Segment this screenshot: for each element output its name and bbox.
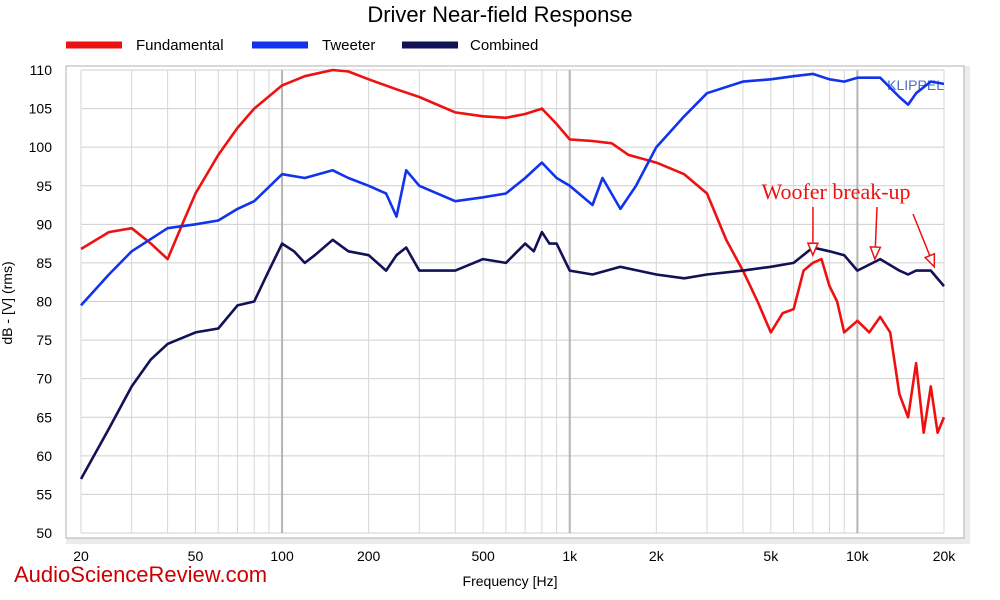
series-lines bbox=[79, 68, 946, 480]
y-tick-label: 60 bbox=[36, 448, 52, 464]
y-axis-ticks: 50 55 60 65 70 75 80 85 90 95 100 105 110 bbox=[29, 62, 53, 541]
y-tick-label: 85 bbox=[36, 255, 52, 271]
y-tick-label: 95 bbox=[36, 178, 52, 194]
y-tick-label: 90 bbox=[36, 216, 52, 232]
x-axis-label: Frequency [Hz] bbox=[463, 573, 558, 589]
series-line-tweeter bbox=[80, 72, 945, 307]
legend-label-combined: Combined bbox=[470, 37, 538, 54]
y-tick-label: 75 bbox=[36, 332, 52, 348]
y-tick-label: 100 bbox=[29, 139, 53, 155]
legend-label-fundamental: Fundamental bbox=[136, 37, 224, 54]
legend-label-tweeter: Tweeter bbox=[322, 37, 375, 54]
y-tick-label: 55 bbox=[36, 486, 52, 502]
annotation-label: Woofer break-up bbox=[761, 179, 910, 204]
x-tick-label: 10k bbox=[846, 548, 870, 564]
x-tick-label: 2k bbox=[649, 548, 665, 564]
series-line-combined bbox=[79, 230, 945, 480]
annotation: Woofer break-up bbox=[761, 179, 936, 269]
grid bbox=[80, 69, 945, 534]
series-line-fundamental bbox=[80, 68, 946, 434]
x-tick-label: 500 bbox=[471, 548, 495, 564]
x-axis-ticks: 20 50 100 200 500 1k 2k 5k 10k 20k bbox=[73, 548, 956, 564]
x-tick-label: 1k bbox=[562, 548, 578, 564]
x-tick-label: 50 bbox=[188, 548, 204, 564]
chart-title: Driver Near-field Response bbox=[367, 2, 632, 27]
legend: Fundamental Tweeter Combined bbox=[66, 37, 538, 54]
x-tick-label: 100 bbox=[270, 548, 294, 564]
watermark: AudioScienceReview.com bbox=[14, 562, 268, 587]
y-tick-label: 105 bbox=[29, 101, 53, 117]
x-tick-label: 20 bbox=[73, 548, 89, 564]
y-tick-label: 80 bbox=[36, 294, 52, 310]
y-tick-label: 50 bbox=[36, 525, 52, 541]
x-tick-label: 200 bbox=[357, 548, 381, 564]
klippel-logo: KLIPPEL bbox=[887, 77, 944, 93]
y-tick-label: 65 bbox=[36, 409, 52, 425]
x-tick-label: 5k bbox=[763, 548, 779, 564]
y-axis-label: dB - [V] (rms) bbox=[0, 261, 15, 344]
y-tick-label: 110 bbox=[30, 62, 53, 78]
annotation-arrowhead bbox=[923, 252, 936, 269]
annotation-arrowhead bbox=[869, 246, 882, 262]
y-tick-label: 70 bbox=[36, 371, 52, 387]
x-tick-label: 20k bbox=[933, 548, 957, 564]
annotation-arrowhead bbox=[806, 242, 820, 258]
